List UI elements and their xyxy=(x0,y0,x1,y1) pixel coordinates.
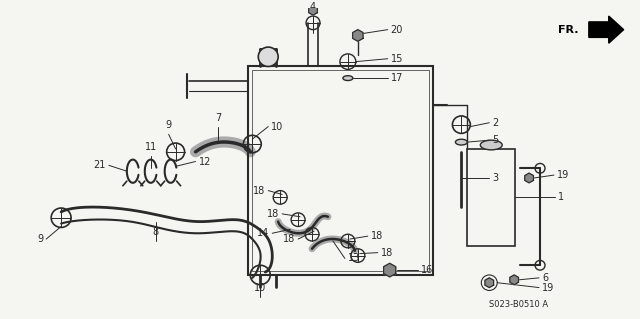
Text: 18: 18 xyxy=(267,209,279,219)
Polygon shape xyxy=(383,263,396,277)
Text: 13: 13 xyxy=(348,254,360,263)
Text: 9: 9 xyxy=(166,121,172,130)
Polygon shape xyxy=(308,5,317,15)
Text: 21: 21 xyxy=(93,160,106,170)
Bar xyxy=(248,66,433,275)
Text: 9: 9 xyxy=(37,234,44,244)
Polygon shape xyxy=(510,275,518,285)
Text: S023-B0510 A: S023-B0510 A xyxy=(489,300,548,308)
Text: 18: 18 xyxy=(283,234,295,244)
Ellipse shape xyxy=(480,140,502,150)
Text: 6: 6 xyxy=(542,273,548,283)
Text: 19: 19 xyxy=(557,170,569,180)
Text: 11: 11 xyxy=(145,142,157,152)
Text: 18: 18 xyxy=(371,231,383,241)
Text: 19: 19 xyxy=(542,283,554,293)
Bar xyxy=(252,70,429,271)
Text: 3: 3 xyxy=(492,173,499,183)
Text: 10: 10 xyxy=(254,283,266,293)
Text: FR.: FR. xyxy=(558,25,579,35)
Text: 4: 4 xyxy=(310,2,316,12)
Ellipse shape xyxy=(343,76,353,80)
Text: 10: 10 xyxy=(271,122,284,132)
Text: 17: 17 xyxy=(390,73,403,83)
Polygon shape xyxy=(353,30,363,41)
Polygon shape xyxy=(525,173,533,183)
Text: 1: 1 xyxy=(558,192,564,202)
Text: 18: 18 xyxy=(381,248,393,258)
Ellipse shape xyxy=(456,139,467,145)
Text: 15: 15 xyxy=(390,54,403,64)
Text: 16: 16 xyxy=(420,265,433,275)
Text: 18: 18 xyxy=(253,186,265,196)
Text: 8: 8 xyxy=(153,227,159,237)
Text: 7: 7 xyxy=(215,113,221,123)
Circle shape xyxy=(259,47,278,66)
Text: 2: 2 xyxy=(492,118,499,128)
Polygon shape xyxy=(485,278,493,287)
Polygon shape xyxy=(589,16,623,43)
Text: 14: 14 xyxy=(257,228,269,238)
Text: 20: 20 xyxy=(390,25,403,35)
Text: 12: 12 xyxy=(198,157,211,167)
Text: 5: 5 xyxy=(492,135,499,145)
Bar xyxy=(467,149,515,246)
